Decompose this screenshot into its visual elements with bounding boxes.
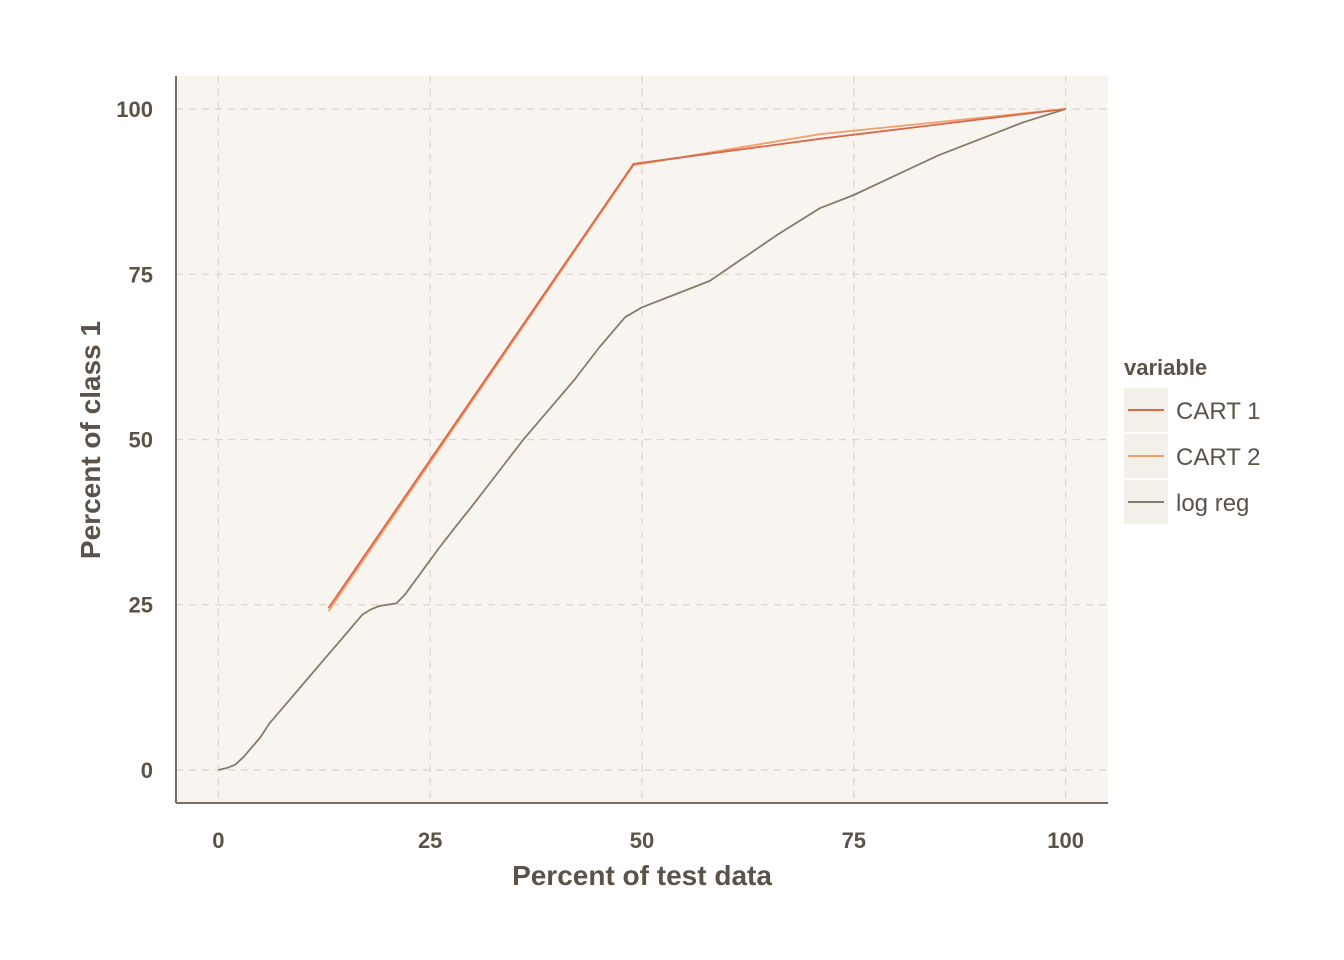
x-tick-label: 50 xyxy=(630,828,654,853)
legend-label: CART 1 xyxy=(1176,398,1260,425)
grid-lines xyxy=(176,76,1108,803)
y-tick-label: 25 xyxy=(129,593,153,618)
y-tick-label: 0 xyxy=(141,758,153,783)
y-tick-label: 75 xyxy=(129,262,153,287)
series-line-log-reg xyxy=(218,108,1066,771)
legend-title: variable xyxy=(1124,355,1207,380)
x-tick-labels: 0 25 50 75 100 xyxy=(212,828,1084,853)
legend-label: log reg xyxy=(1176,490,1249,517)
x-tick-label: 75 xyxy=(842,828,866,853)
y-axis-title: Percent of class 1 xyxy=(75,321,106,559)
series-line-cart-2 xyxy=(327,108,1066,612)
legend: variable CART 1 CART 2 log reg xyxy=(1124,355,1260,524)
x-tick-label: 0 xyxy=(212,828,224,853)
series-lines xyxy=(218,108,1066,771)
y-tick-label: 50 xyxy=(129,428,153,453)
x-tick-label: 100 xyxy=(1047,828,1084,853)
x-tick-label: 25 xyxy=(418,828,442,853)
y-tick-label: 100 xyxy=(116,97,153,122)
x-axis-title: Percent of test data xyxy=(512,860,772,891)
series-line-cart-1 xyxy=(327,108,1066,609)
y-tick-labels: 0 25 50 75 100 xyxy=(116,97,153,783)
legend-label: CART 2 xyxy=(1176,444,1260,471)
